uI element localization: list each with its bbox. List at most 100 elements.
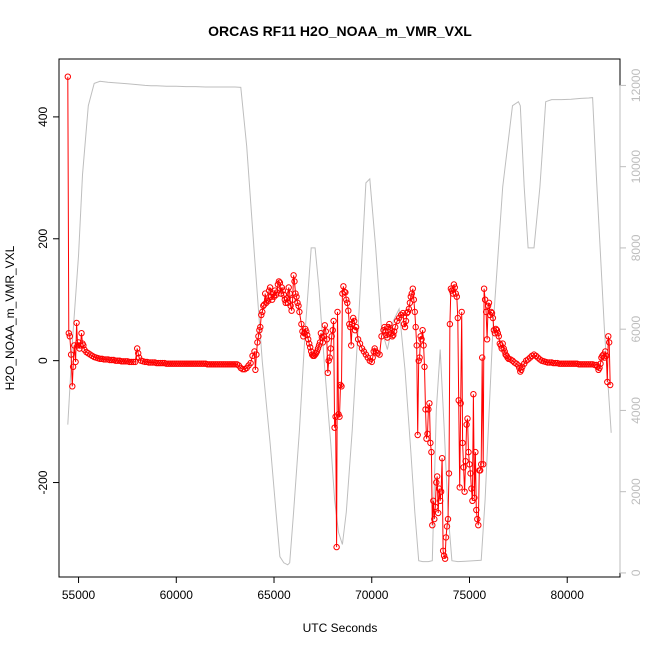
data-point <box>231 361 239 368</box>
data-point <box>550 359 557 367</box>
data-point <box>390 331 397 339</box>
data-point <box>406 299 414 306</box>
data-point <box>483 336 491 343</box>
data-point <box>293 293 300 300</box>
data-point <box>258 311 265 319</box>
data-point <box>412 323 419 331</box>
data-point <box>329 327 336 334</box>
data-point <box>417 333 424 340</box>
y-tick-label: 200 <box>36 228 50 248</box>
data-point <box>66 333 74 340</box>
data-point <box>198 360 205 367</box>
data-point <box>581 361 588 368</box>
data-point <box>607 381 614 389</box>
data-point <box>274 281 282 288</box>
data-point <box>467 470 474 477</box>
data-point <box>500 345 507 352</box>
data-point <box>291 278 298 285</box>
data-point <box>289 296 296 303</box>
data-point <box>120 358 127 365</box>
y-axis: -200 0 200 400 <box>36 107 60 495</box>
data-point <box>78 330 85 337</box>
data-point <box>371 345 378 352</box>
data-point <box>432 503 439 511</box>
data-point <box>460 464 467 471</box>
data-point <box>441 555 449 562</box>
data-point <box>342 289 349 296</box>
data-point <box>328 333 335 340</box>
data-point <box>463 421 470 428</box>
data-point <box>257 323 264 331</box>
data-point <box>422 406 429 413</box>
data-point <box>519 363 526 370</box>
data-point <box>471 494 478 501</box>
data-point <box>345 307 352 314</box>
data-point <box>330 317 337 325</box>
data-point <box>524 356 532 363</box>
data-point <box>429 522 436 529</box>
data-point <box>481 296 489 303</box>
data-point <box>462 458 469 465</box>
data-point <box>346 320 353 328</box>
y2-tick-label: 6000 <box>629 316 643 343</box>
data-point <box>351 327 359 334</box>
data-point <box>65 330 73 337</box>
data-point <box>409 285 416 292</box>
data-point <box>475 522 482 529</box>
data-point <box>145 359 153 366</box>
data-point <box>433 479 440 486</box>
data-point <box>516 364 523 372</box>
data-point <box>470 391 477 398</box>
data-point <box>77 342 84 349</box>
data-point <box>419 327 426 334</box>
data-point <box>401 323 409 331</box>
data-point <box>261 301 268 308</box>
data-point <box>290 272 297 279</box>
data-point <box>434 473 441 480</box>
data-point <box>453 293 460 300</box>
data-point <box>106 356 114 364</box>
y2-tick-label: 0 <box>629 569 643 576</box>
data-point <box>370 348 377 355</box>
data-point <box>102 356 110 363</box>
data-point <box>175 360 182 367</box>
data-point <box>326 354 333 361</box>
data-point <box>348 342 355 349</box>
data-point <box>275 278 283 285</box>
data-point <box>385 323 392 331</box>
data-point <box>80 342 87 349</box>
data-point <box>130 358 137 366</box>
data-point <box>449 290 457 297</box>
data-point <box>435 509 442 517</box>
x-tick-label: 80000 <box>551 588 585 602</box>
data-point <box>493 327 501 334</box>
data-point <box>552 359 559 367</box>
x-axis: 55000 60000 65000 70000 75000 80000 <box>62 576 585 602</box>
data-point <box>534 354 542 361</box>
data-point <box>420 342 427 349</box>
data-point <box>465 448 472 456</box>
h2o-line <box>67 76 611 559</box>
data-point <box>313 348 321 355</box>
data-point <box>431 515 438 523</box>
data-point <box>72 358 79 366</box>
data-point <box>459 439 466 447</box>
data-point <box>188 360 196 367</box>
data-point <box>141 358 149 366</box>
data-point <box>294 299 301 306</box>
data-point <box>323 336 330 343</box>
data-point <box>397 311 405 319</box>
data-point <box>464 415 471 422</box>
data-point <box>567 360 575 367</box>
data-point <box>392 323 399 331</box>
data-point <box>155 359 162 367</box>
data-point <box>262 290 269 297</box>
data-point <box>437 497 444 504</box>
data-point <box>352 323 360 331</box>
data-point <box>601 354 608 361</box>
data-point <box>494 330 501 337</box>
y2-tick-label: 12000 <box>629 68 643 102</box>
data-point <box>338 383 345 390</box>
